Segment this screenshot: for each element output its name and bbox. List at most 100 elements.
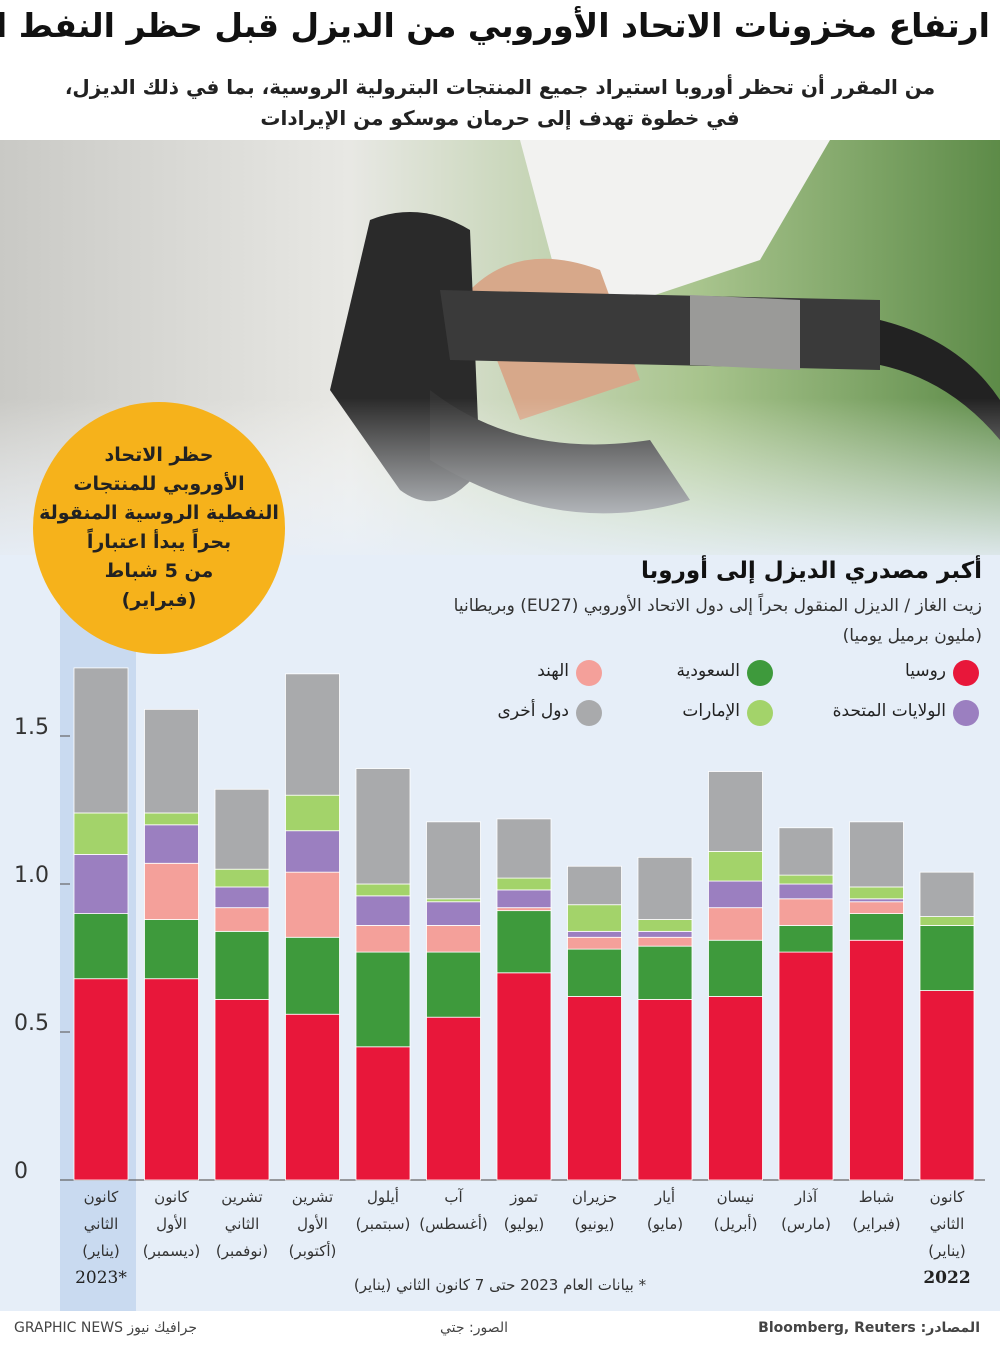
bar-segment xyxy=(919,990,975,1181)
bar-segment xyxy=(567,865,622,906)
bar-segment xyxy=(355,883,411,897)
bar-segment xyxy=(567,996,622,1181)
bar-segment xyxy=(144,978,199,1181)
bar-segment xyxy=(849,898,904,903)
legend-swatch xyxy=(576,700,602,726)
sources: المصادر: Bloomberg, Reuters xyxy=(758,1320,980,1336)
bar-segment xyxy=(285,936,340,1015)
bar-segment xyxy=(567,904,622,932)
bar-segment xyxy=(849,913,904,941)
year-label: 2022 xyxy=(923,1268,971,1288)
bar-segment xyxy=(778,898,834,926)
legend-label: روسيا xyxy=(905,661,946,681)
bar-segment xyxy=(355,925,411,953)
footnote: * بيانات العام 2023 حتى 7 كانون الثاني (… xyxy=(353,1276,647,1294)
bar-segment xyxy=(637,936,693,947)
bar-segment xyxy=(73,978,129,1181)
bar-segment xyxy=(426,821,481,900)
bar-segment xyxy=(426,925,481,953)
y-tick-label: 1.5 xyxy=(14,715,49,740)
bar-segment xyxy=(778,925,834,953)
x-tick-label: كانون الثاني (يناير) xyxy=(82,1188,120,1260)
title: ارتفاع مخزونات الاتحاد الأوروبي من الديز… xyxy=(0,6,990,45)
bar-segment xyxy=(637,856,693,920)
legend-label: الهند xyxy=(537,661,569,681)
bar-segment xyxy=(73,812,129,855)
bar-segment xyxy=(214,999,270,1181)
bar-segment xyxy=(637,930,693,938)
bar-segment xyxy=(355,951,411,1048)
bar-segment xyxy=(144,862,199,920)
bar-segment xyxy=(496,818,552,879)
x-tick-label: آذار (مارس) xyxy=(781,1188,831,1233)
bar-segment xyxy=(849,886,904,900)
bar-segment xyxy=(144,812,199,826)
x-tick-label: تشرين الثاني (نوفمبر) xyxy=(215,1188,269,1260)
y-axis-label: (مليون برميل يوميا) xyxy=(842,626,982,646)
bar-segment xyxy=(144,919,199,980)
footer: GRAPHIC NEWS جرافيك نيوز الصور: جتي المص… xyxy=(0,1311,1000,1348)
bar-segment xyxy=(214,886,270,909)
bar-segment xyxy=(637,999,693,1181)
bar-segment xyxy=(919,916,975,926)
x-tick-label: شباط (فبراير) xyxy=(852,1188,901,1233)
bar-segment xyxy=(778,827,834,876)
bar-segment xyxy=(355,895,411,926)
bar-segment xyxy=(73,913,129,980)
bar-segment xyxy=(426,901,481,926)
legend-swatch xyxy=(747,700,773,726)
bar-segment xyxy=(637,919,693,932)
chart-title: أكبر مصدري الديزل إلى أوروبا xyxy=(641,558,982,584)
x-tick-label: كانون الأول (ديسمبر) xyxy=(142,1188,201,1260)
bar-segment xyxy=(214,788,270,870)
bar-segment xyxy=(778,883,834,900)
bar-segment xyxy=(708,939,763,997)
legend-label: السعودية xyxy=(676,661,740,681)
bar-segment xyxy=(778,951,834,1181)
legend-label: الولايات المتحدة xyxy=(832,701,946,721)
y-tick-label: 0.5 xyxy=(14,1011,49,1036)
y-tick-label: 0 xyxy=(14,1159,28,1184)
x-tick-label: تموز (يوليو) xyxy=(503,1188,545,1233)
bar-segment xyxy=(496,889,552,909)
bar-segment xyxy=(708,907,763,941)
bar-segment xyxy=(426,951,481,1018)
bar-segment xyxy=(73,854,129,915)
legend-label: دول أخرى xyxy=(497,701,569,721)
bar-segment xyxy=(708,851,763,882)
bar-segment xyxy=(567,948,622,997)
x-tick-label: أيلول (سبتمبر) xyxy=(355,1188,411,1233)
photo-credit: الصور: جتي xyxy=(440,1320,509,1336)
bar-segment xyxy=(426,898,481,903)
subtitle: من المقرر أن تحظر أوروبا استيراد جميع ال… xyxy=(64,75,936,130)
legend-swatch xyxy=(953,660,979,686)
bar-segment xyxy=(214,930,270,1000)
bar-segment xyxy=(919,925,975,991)
bar-segment xyxy=(849,821,904,888)
bar-segment xyxy=(285,830,340,873)
bar-segment xyxy=(426,1016,481,1181)
y-tick-label: 1.0 xyxy=(14,863,49,888)
year-label: 2023* xyxy=(75,1268,127,1288)
bar-segment xyxy=(285,794,340,832)
bar-segment xyxy=(285,673,340,796)
bar-segment xyxy=(144,824,199,864)
x-tick-label: تشرين الأول (أكتوبر) xyxy=(288,1188,337,1260)
bar-segment xyxy=(778,874,834,885)
bar-segment xyxy=(708,771,763,852)
x-tick-label: كانون الثاني (يناير) xyxy=(928,1188,966,1260)
bar-segment xyxy=(708,880,763,909)
bar-segment xyxy=(567,936,622,950)
bar-segment xyxy=(496,877,552,891)
bar-segment xyxy=(214,868,270,888)
x-tick-label: نيسان (أبريل) xyxy=(713,1188,758,1233)
bar-segment xyxy=(73,667,129,814)
bar-segment xyxy=(849,901,904,915)
bar-segment xyxy=(496,972,552,1181)
bar-segment xyxy=(285,871,340,938)
x-tick-label: آب (أغسطس) xyxy=(419,1188,488,1233)
legend-label: الإمارات xyxy=(682,701,740,721)
bar-segment xyxy=(355,768,411,885)
callout: حظر الاتحاد الأوروبي للمنتجات النفطية ال… xyxy=(33,402,285,654)
chart-subtitle: زيت الغاز / الديزل المنقول بحراً إلى دول… xyxy=(453,596,982,616)
